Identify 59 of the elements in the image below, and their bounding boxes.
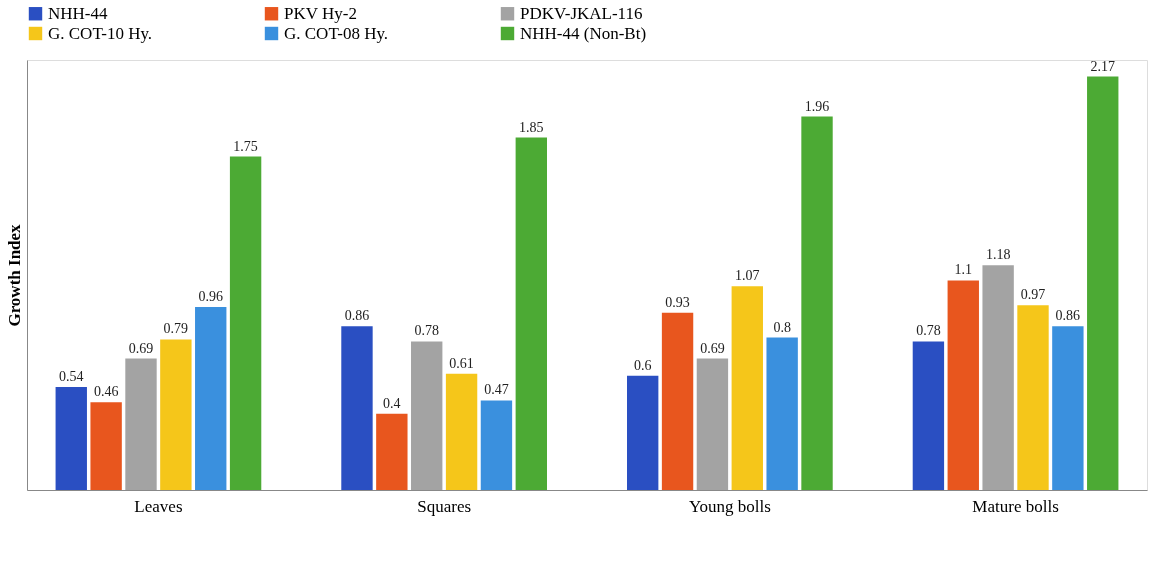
- data-label: 0.78: [916, 323, 941, 339]
- bar: [195, 307, 227, 490]
- data-label: 1.18: [985, 247, 1011, 263]
- legend-label: NHH-44 (Non-Bt): [520, 23, 647, 43]
- data-label: 0.79: [163, 321, 189, 337]
- x-tick-label: Young bolls: [688, 496, 771, 516]
- data-label: 1.07: [735, 268, 760, 284]
- data-label: 0.69: [128, 340, 154, 356]
- bar: [480, 400, 513, 490]
- bar: [801, 116, 833, 490]
- bar: [627, 375, 659, 490]
- bar: [766, 337, 798, 490]
- data-label: 1.96: [804, 98, 830, 114]
- bar: [160, 339, 192, 490]
- bar: [696, 358, 729, 490]
- bar: [229, 156, 262, 490]
- bar: [1052, 326, 1084, 490]
- legend-label: PDKV-JKAL-116: [520, 3, 643, 23]
- x-tick-label: Mature bolls: [972, 496, 1059, 516]
- bar: [515, 137, 547, 490]
- data-label: 0.93: [665, 294, 690, 310]
- bar: [982, 265, 1014, 490]
- x-tick-label: Squares: [417, 496, 472, 516]
- data-label: 0.8: [773, 319, 791, 335]
- bar: [1087, 76, 1119, 490]
- data-label: 0.6: [633, 357, 652, 373]
- bar: [1017, 305, 1049, 490]
- legend-label: G. COT-10 Hy.: [48, 23, 153, 43]
- bar: [376, 413, 408, 490]
- data-label: 0.96: [198, 289, 223, 305]
- data-label: 0.86: [344, 308, 370, 324]
- legend-label: NHH-44: [48, 3, 108, 23]
- bar: [912, 341, 945, 490]
- data-label: 0.69: [700, 340, 725, 356]
- bar: [55, 387, 87, 490]
- bar: [125, 358, 157, 490]
- data-label: 2.17: [1090, 58, 1115, 74]
- bar: [90, 402, 122, 490]
- data-label: 0.4: [383, 395, 401, 411]
- data-label: 0.78: [414, 323, 439, 339]
- bar: [731, 286, 763, 490]
- data-label: 0.97: [1020, 287, 1046, 303]
- data-label: 0.46: [93, 384, 119, 400]
- bar: [445, 373, 478, 490]
- bar: [341, 326, 373, 490]
- data-label: 0.47: [484, 382, 509, 398]
- data-label: 1.85: [519, 119, 544, 135]
- data-label: 0.54: [59, 369, 84, 385]
- bar: [661, 312, 694, 490]
- data-label: 1.1: [954, 262, 973, 278]
- x-tick-label: Leaves: [134, 496, 183, 516]
- legend-label: G. COT-08 Hy.: [284, 23, 389, 43]
- data-label: 1.75: [233, 138, 258, 154]
- legend-label: PKV Hy-2: [284, 3, 357, 23]
- bar: [411, 341, 443, 490]
- data-label: 0.86: [1055, 308, 1081, 324]
- bar: [947, 280, 979, 490]
- y-axis-title: Growth Index: [4, 223, 24, 327]
- data-label: 0.61: [449, 355, 474, 371]
